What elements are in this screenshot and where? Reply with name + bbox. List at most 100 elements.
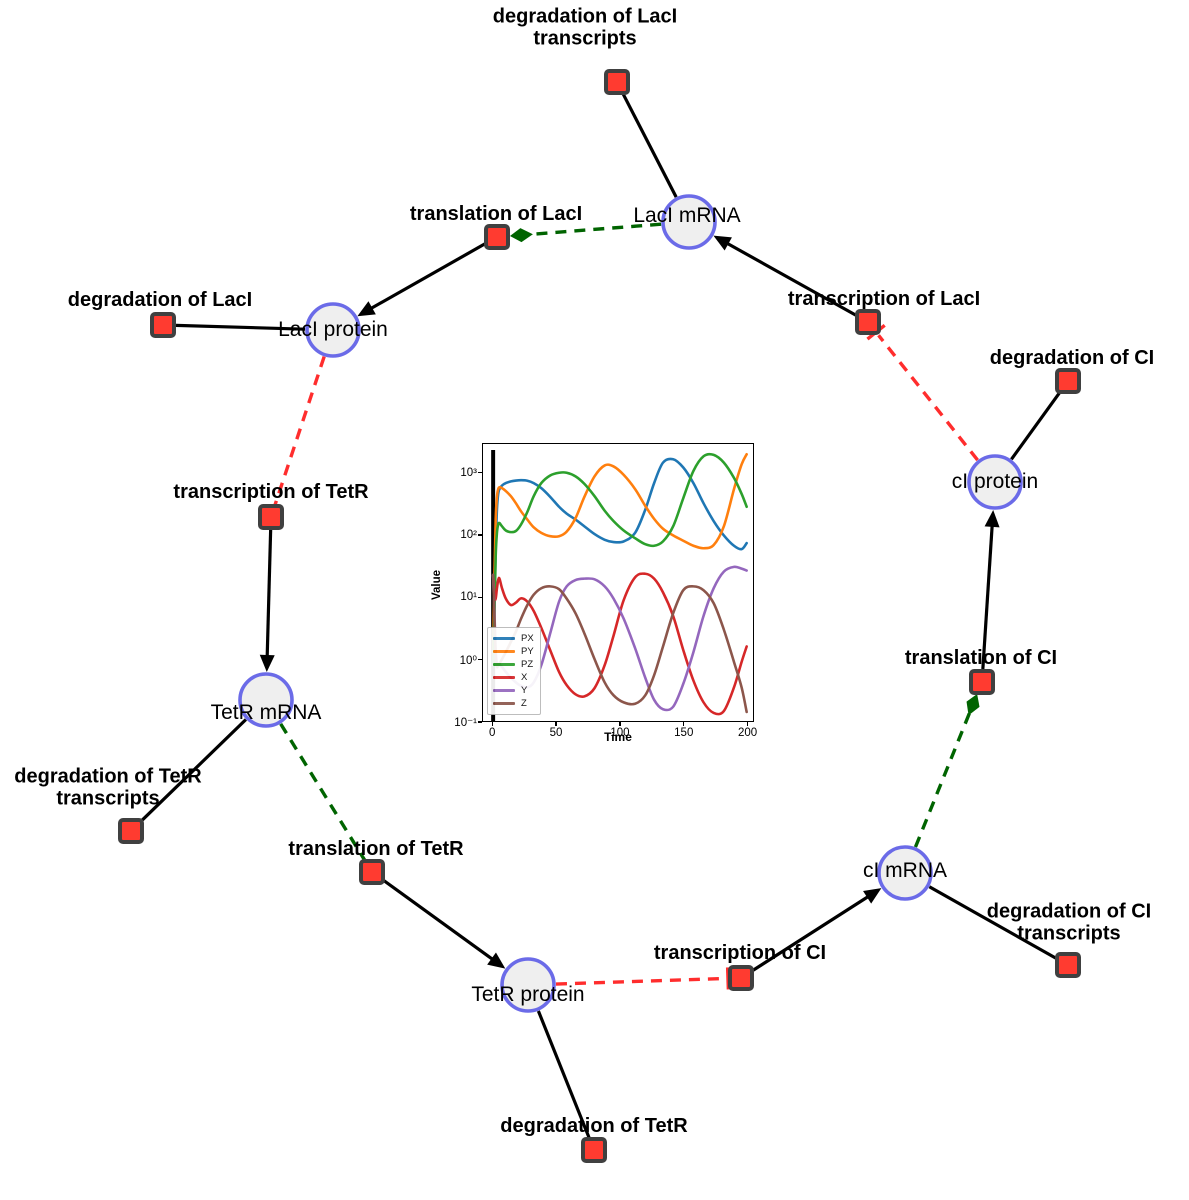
legend-swatch-Y — [493, 689, 515, 692]
edge-reaction — [536, 1010, 591, 1139]
chart-x-axis-label: Time — [604, 730, 632, 744]
chart-legend-item-PX: PX — [493, 632, 534, 645]
chart-xtick-mark — [555, 722, 557, 726]
reaction-label-deg_laci_transcripts: degradation of LacI transcripts — [492, 5, 678, 50]
chart-legend-item-X: X — [493, 671, 534, 684]
edge-reaction — [751, 888, 882, 973]
species-node-ci_protein[interactable] — [967, 454, 1023, 510]
arrowhead-icon — [863, 888, 882, 904]
reaction-node-translation_laci[interactable] — [484, 224, 510, 250]
legend-swatch-PY — [493, 650, 515, 653]
chart-ytick-mark — [478, 472, 482, 474]
legend-label-Y: Y — [521, 684, 528, 696]
timeseries-inset-plot: Value Time 10⁻¹ 10⁰ 10¹ 10² 10³ 0 50 100 150 200… — [431, 437, 774, 749]
edge-inhibition — [273, 356, 326, 506]
chart-series-PY — [491, 452, 748, 656]
edge-reaction — [1010, 390, 1062, 461]
species-node-laci_mrna[interactable] — [661, 194, 717, 250]
legend-label-Z: Z — [521, 697, 527, 709]
reaction-node-transcription_laci[interactable] — [855, 309, 881, 335]
reaction-label-translation_tetr: translation of TetR — [288, 837, 464, 860]
chart-ytick-mark — [478, 659, 482, 661]
edge-reaction — [713, 235, 858, 318]
species-node-tetr_protein[interactable] — [500, 957, 556, 1013]
species-node-tetr_mrna[interactable] — [238, 672, 294, 728]
reaction-label-deg_laci: degradation of LacI — [67, 288, 253, 311]
reaction-node-deg_laci[interactable] — [150, 312, 176, 338]
chart-legend-item-Y: Y — [493, 684, 534, 697]
reaction-node-translation_ci[interactable] — [969, 669, 995, 695]
edge-reaction — [259, 529, 275, 673]
legend-swatch-PX — [493, 637, 515, 640]
reaction-node-deg_ci_transcripts[interactable] — [1055, 952, 1081, 978]
reaction-label-deg_tetr_transcripts: degradation of TetR transcripts — [14, 765, 202, 810]
edge-reaction — [381, 878, 506, 969]
chart-series-X — [491, 572, 748, 716]
edge-reaction — [928, 885, 1058, 961]
reaction-label-translation_ci: translation of CI — [904, 646, 1058, 669]
chart-ytick: 10² — [460, 529, 477, 542]
chart-ytick: 10⁰ — [459, 654, 477, 667]
reaction-node-deg_tetr_transcripts[interactable] — [118, 818, 144, 844]
edge-reaction — [175, 323, 306, 331]
reaction-label-deg_ci_transcripts: degradation of CI transcripts — [986, 900, 1152, 945]
chart-series-PZ — [491, 452, 748, 667]
legend-swatch-X — [493, 676, 515, 679]
chart-ytick: 10³ — [460, 466, 477, 479]
chart-legend-item-Z: Z — [493, 697, 534, 710]
chart-xtick-mark — [619, 722, 621, 726]
reaction-label-deg_tetr: degradation of TetR — [500, 1114, 688, 1137]
legend-label-PY: PY — [521, 645, 534, 657]
node-group — [118, 69, 1081, 1163]
diamond-head-icon — [509, 228, 533, 243]
arrowhead-icon — [487, 952, 506, 969]
chart-ytick-mark — [478, 534, 482, 536]
chart-legend-item-PZ: PZ — [493, 658, 534, 671]
reaction-node-translation_tetr[interactable] — [359, 859, 385, 885]
chart-xtick-mark — [747, 722, 749, 726]
arrowhead-icon — [713, 235, 732, 251]
reaction-node-deg_tetr[interactable] — [581, 1137, 607, 1163]
reaction-label-translation_laci: translation of LacI — [409, 202, 583, 225]
chart-xtick-mark — [491, 722, 493, 726]
species-node-ci_mrna[interactable] — [877, 845, 933, 901]
chart-ytick-mark — [478, 596, 482, 598]
chart-series-PX — [491, 457, 748, 664]
edge-reaction — [981, 509, 1000, 670]
edge-inhibition — [866, 324, 979, 462]
chart-ytick: 10¹ — [460, 591, 477, 604]
chart-xtick: 50 — [549, 727, 563, 739]
chart-ytick: 10⁻¹ — [454, 717, 477, 729]
arrowhead-icon — [984, 509, 1000, 528]
chart-legend: PX PY PZ X Y Z — [487, 627, 541, 715]
legend-swatch-PZ — [493, 663, 515, 666]
chart-y-axis-label: Value — [431, 569, 443, 601]
reaction-node-transcription_tetr[interactable] — [258, 504, 284, 530]
legend-swatch-Z — [493, 702, 515, 705]
diamond-head-icon — [966, 694, 980, 716]
edge-catalysis — [279, 722, 367, 862]
chart-xtick: 0 — [489, 727, 496, 739]
reaction-node-deg_laci_transcripts[interactable] — [604, 69, 630, 95]
chart-xtick: 150 — [674, 727, 694, 739]
reaction-node-transcription_ci[interactable] — [728, 965, 754, 991]
edge-catalysis — [509, 222, 662, 243]
arrowhead-icon — [259, 654, 275, 673]
chart-legend-item-PY: PY — [493, 645, 534, 658]
edge-inhibition — [555, 967, 731, 990]
edge-catalysis — [913, 694, 980, 848]
reaction-label-deg_ci: degradation of CI — [989, 346, 1155, 369]
edge-reaction — [621, 92, 678, 198]
chart-xtick: 200 — [738, 727, 758, 739]
species-node-laci_protein[interactable] — [305, 302, 361, 358]
arrowhead-icon — [357, 301, 376, 317]
reaction-node-deg_ci[interactable] — [1055, 368, 1081, 394]
edge-reaction — [357, 242, 487, 317]
edge-group — [139, 92, 1062, 1139]
reaction-label-transcription_ci: transcription of CI — [653, 941, 827, 964]
reaction-label-transcription_laci: transcription of LacI — [787, 287, 981, 310]
chart-xtick-mark — [683, 722, 685, 726]
legend-label-X: X — [521, 671, 528, 683]
